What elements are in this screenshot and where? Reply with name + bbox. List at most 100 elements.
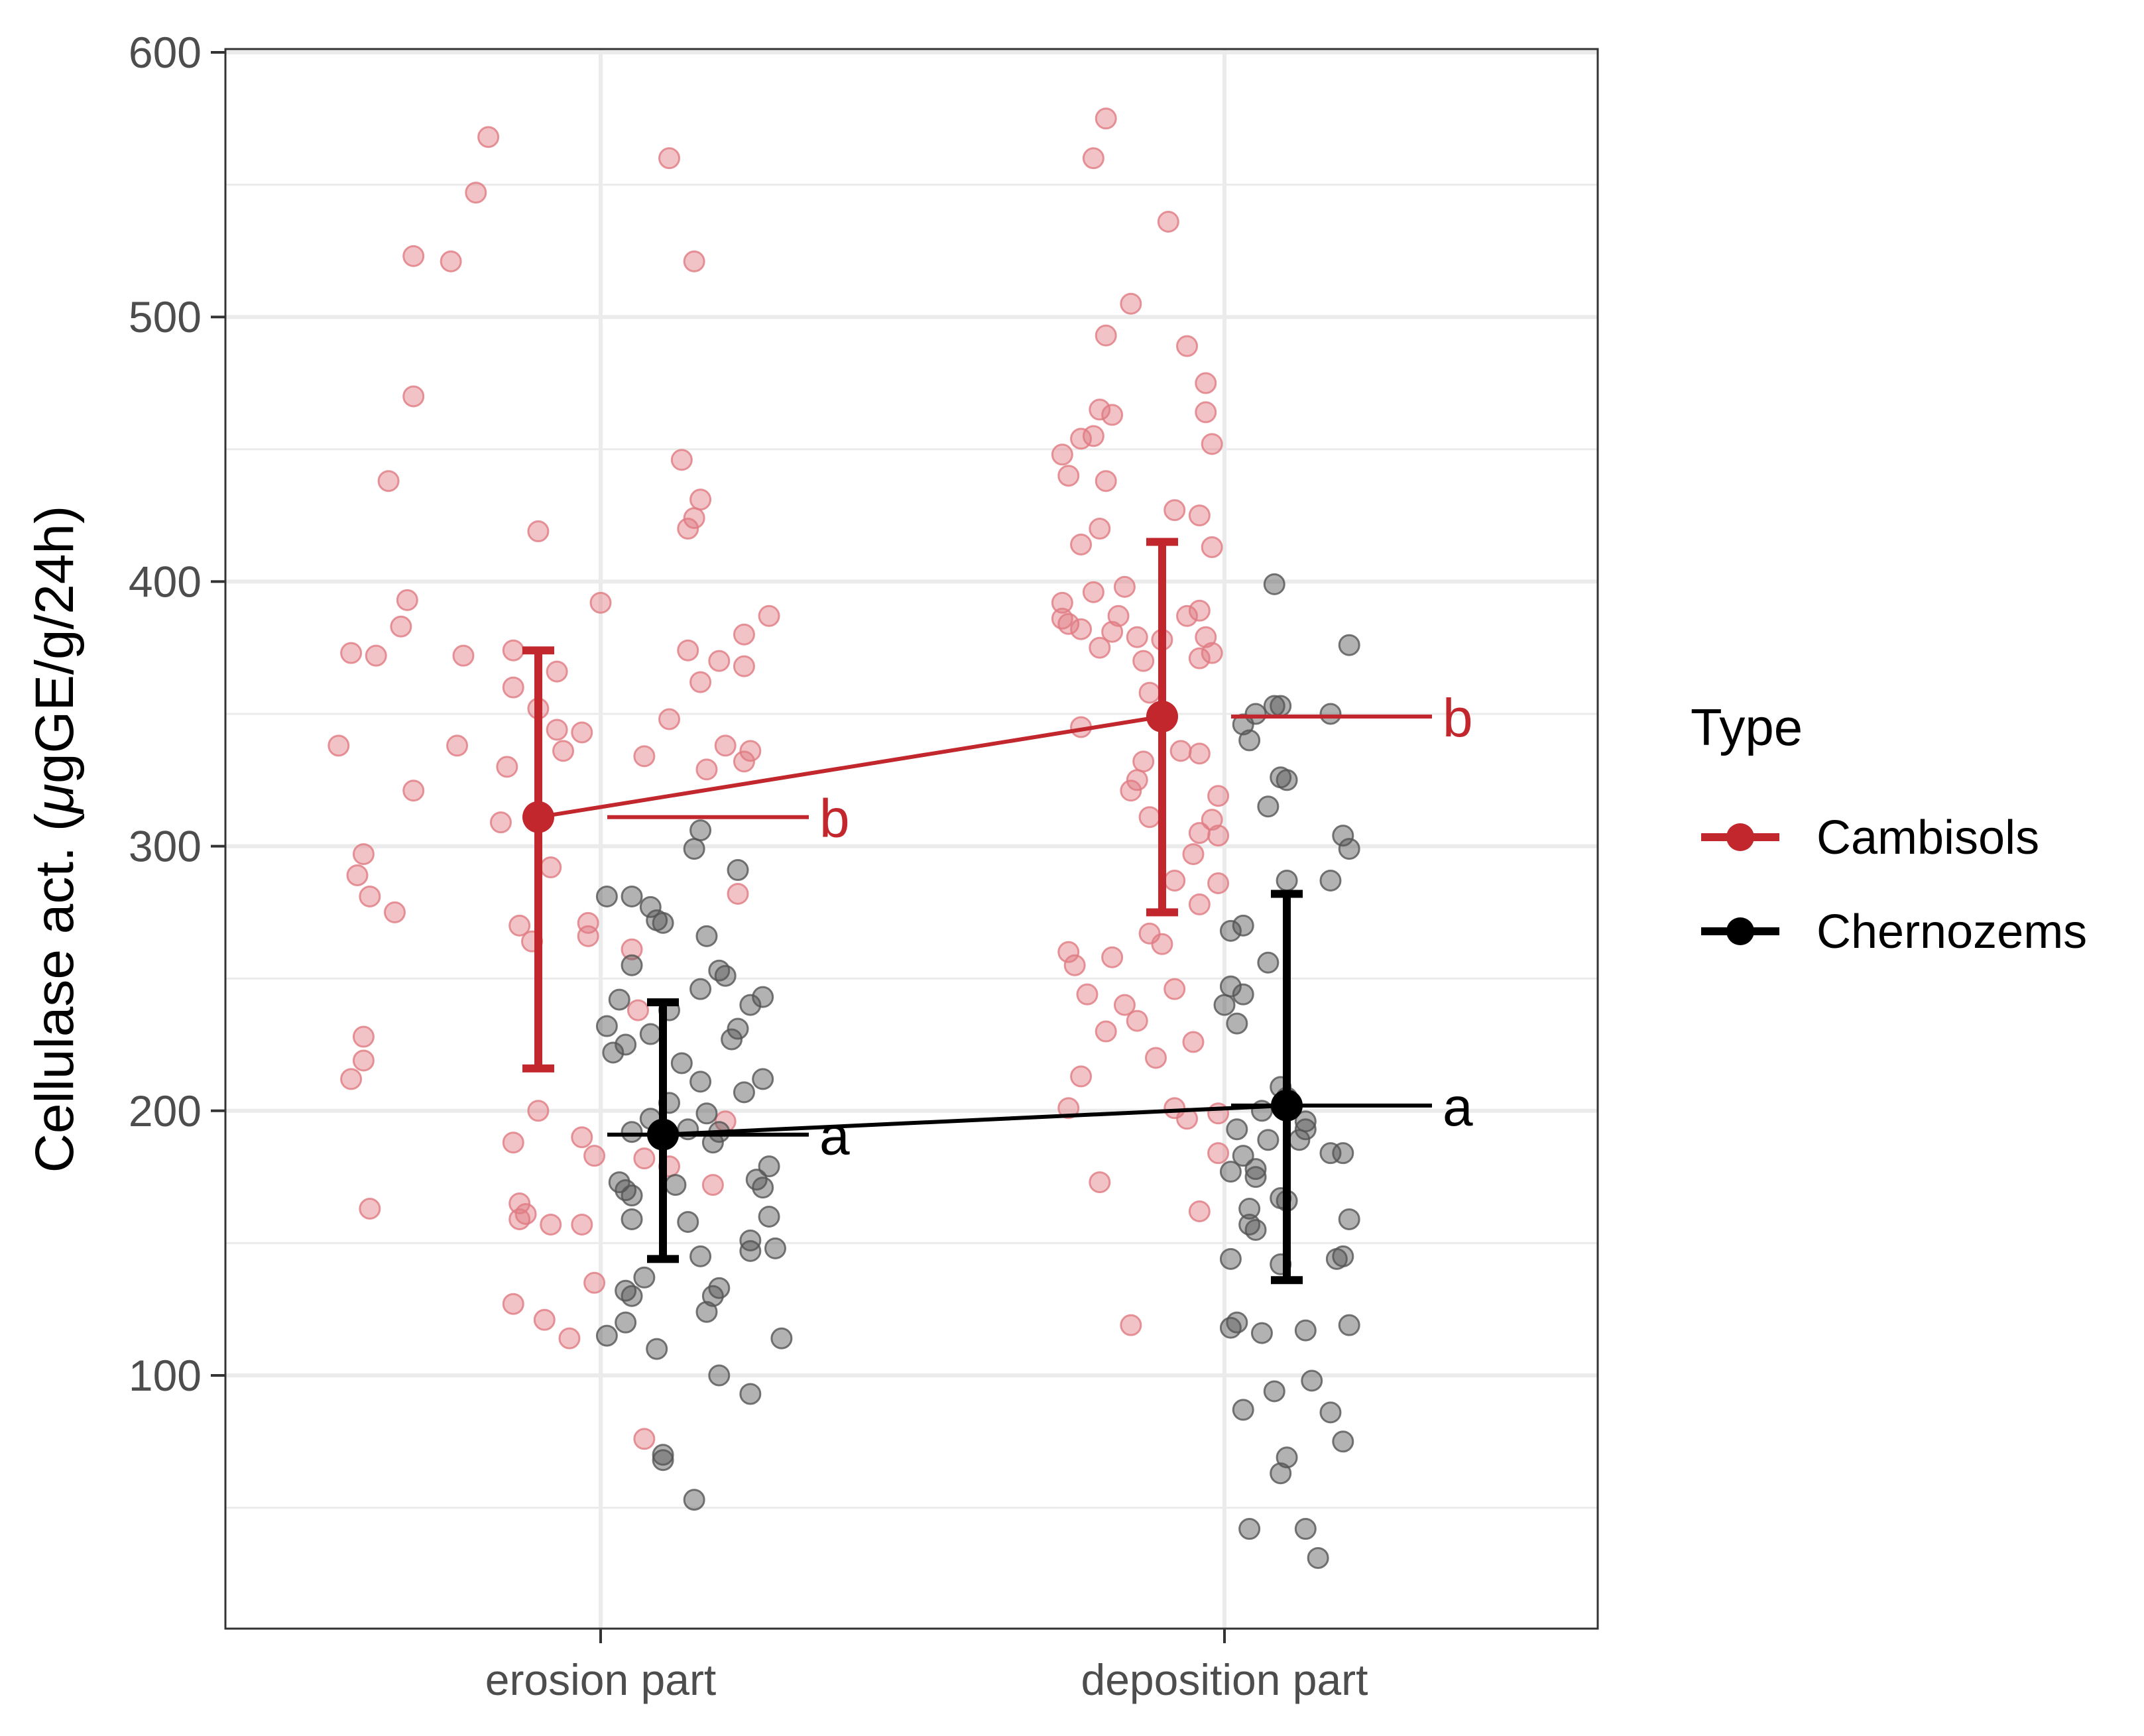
data-point-cambisols (1138, 681, 1161, 704)
data-point-chernozems (701, 1285, 724, 1307)
data-point-cambisols (1188, 504, 1211, 527)
data-point-chernozems (621, 954, 643, 976)
data-point-chernozems (689, 819, 712, 842)
legend-title: Type (1691, 698, 1803, 756)
data-point-chernozems (621, 885, 643, 907)
data-point-cambisols (1113, 994, 1136, 1016)
data-point-chernozems (1338, 1208, 1360, 1230)
data-point-chernozems (621, 1285, 643, 1307)
data-point-chernozems (727, 859, 749, 882)
data-point-cambisols (577, 925, 599, 947)
data-point-cambisols (502, 1131, 524, 1154)
data-point-chernozems (1238, 1518, 1261, 1540)
data-point-cambisols (1182, 1031, 1205, 1053)
legend-label-chernozems: Chernozems (1816, 905, 2087, 958)
data-point-cambisols (633, 1147, 656, 1170)
data-point-cambisols (701, 1174, 724, 1196)
data-point-chernozems (1301, 1369, 1323, 1392)
data-point-cambisols (677, 518, 699, 540)
data-point-chernozems (1232, 1145, 1254, 1167)
data-point-cambisols (583, 1145, 606, 1167)
data-point-cambisols (1120, 1314, 1142, 1336)
data-point-cambisols (340, 642, 363, 664)
data-point-cambisols (1182, 843, 1205, 866)
data-point-cambisols (633, 1428, 656, 1450)
data-point-cambisols (1120, 780, 1142, 802)
data-point-cambisols (1157, 210, 1179, 233)
y-tick-label: 600 (129, 28, 202, 77)
data-point-cambisols (527, 1100, 550, 1122)
data-point-chernozems (621, 1185, 643, 1207)
data-point-chernozems (1332, 825, 1354, 847)
data-point-cambisols (402, 245, 425, 267)
data-point-chernozems (758, 1205, 780, 1228)
data-point-cambisols (1176, 605, 1199, 627)
data-point-cambisols (359, 1198, 381, 1220)
data-point-cambisols (359, 885, 381, 907)
data-point-cambisols (546, 660, 568, 683)
data-point-cambisols (533, 1308, 556, 1331)
data-point-cambisols (714, 734, 737, 757)
data-point-cambisols (1132, 750, 1155, 773)
data-point-cambisols (733, 623, 755, 646)
data-point-cambisols (352, 1025, 375, 1048)
data-point-cambisols (346, 864, 369, 887)
data-point-cambisols (1095, 470, 1117, 492)
data-point-chernozems (1219, 919, 1242, 942)
data-point-cambisols (508, 914, 531, 937)
data-point-cambisols (689, 671, 712, 693)
data-point-chernozems (664, 1174, 687, 1196)
data-point-chernozems (1276, 769, 1298, 791)
data-point-cambisols (670, 449, 693, 471)
data-point-chernozems (1226, 1118, 1248, 1141)
data-point-cambisols (1188, 893, 1211, 915)
lines-layer (538, 715, 1287, 1137)
data-point-cambisols (733, 750, 755, 773)
data-point-cambisols (1089, 1171, 1111, 1194)
data-point-cambisols (1201, 433, 1223, 455)
data-point-cambisols (1207, 1142, 1230, 1165)
data-point-chernozems (1332, 1142, 1354, 1165)
data-point-cambisols (1095, 1020, 1117, 1043)
data-point-cambisols (546, 719, 568, 741)
data-point-cambisols (1101, 404, 1124, 426)
data-point-chernozems (652, 1449, 674, 1472)
data-point-cambisols (1095, 107, 1117, 130)
data-point-cambisols (377, 470, 400, 492)
legend-key-point-chernozems (1726, 917, 1754, 945)
significance-label-chernozems: a (1443, 1077, 1473, 1137)
data-point-chernozems (595, 1324, 618, 1347)
data-point-cambisols (540, 1213, 562, 1236)
data-point-cambisols (1070, 534, 1093, 556)
data-point-chernozems (608, 988, 630, 1011)
data-point-chernozems (1276, 869, 1298, 892)
data-point-cambisols (1126, 769, 1148, 791)
data-point-cambisols (683, 250, 705, 272)
data-point-cambisols (758, 605, 780, 627)
significance-label-chernozems: a (819, 1106, 850, 1167)
data-point-chernozems (1219, 1161, 1242, 1183)
data-point-chernozems (1238, 1198, 1261, 1220)
data-point-cambisols (689, 489, 712, 511)
data-point-cambisols (733, 655, 755, 677)
data-point-chernozems (1332, 1430, 1354, 1453)
legend: Type Cambisols Chernozems (1691, 698, 2087, 958)
data-point-cambisols (1057, 465, 1080, 487)
data-point-cambisols (1132, 650, 1155, 672)
data-point-chernozems (1213, 994, 1236, 1016)
data-point-chernozems (727, 1017, 749, 1040)
data-point-cambisols (1120, 292, 1142, 315)
data-point-chernozems (639, 896, 662, 918)
data-point-cambisols (1201, 642, 1223, 664)
legend-key-chernozems (1701, 917, 1779, 945)
legend-key-point-cambisols (1726, 823, 1754, 851)
data-point-chernozems (1232, 983, 1254, 1006)
data-point-cambisols (1126, 626, 1148, 648)
data-point-chernozems (602, 1041, 625, 1064)
data-point-cambisols (571, 721, 593, 744)
panel-border (224, 48, 1599, 1630)
data-point-cambisols (1063, 954, 1086, 976)
data-point-cambisols (727, 882, 749, 905)
